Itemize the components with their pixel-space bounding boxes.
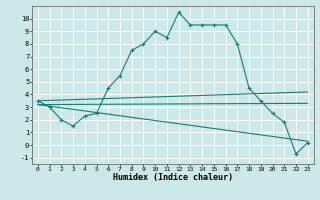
X-axis label: Humidex (Indice chaleur): Humidex (Indice chaleur) bbox=[113, 173, 233, 182]
